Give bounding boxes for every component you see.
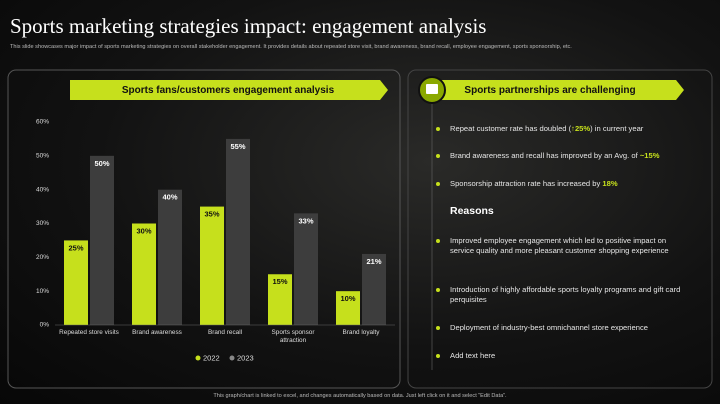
bullet-text: Brand awareness and recall has improved … (450, 151, 640, 160)
bar (268, 274, 292, 325)
value-label: 30% (136, 226, 151, 235)
value-label: 55% (230, 142, 245, 151)
chart-header (70, 80, 388, 100)
bar (132, 223, 156, 325)
value-label: 40% (162, 193, 177, 202)
legend-swatch (229, 355, 235, 361)
x-tick-label: Brand awareness (132, 329, 182, 336)
value-label: 35% (204, 210, 219, 219)
x-tick-label: Brand recall (207, 329, 243, 336)
value-label: 21% (366, 257, 381, 266)
bar (362, 253, 386, 325)
legend-label: 2023 (237, 353, 254, 362)
chart-title: Sports fans/customers engagement analysi… (122, 85, 335, 96)
y-tick-label: 50% (36, 153, 49, 160)
bullet-dot (436, 127, 440, 131)
legend-swatch (195, 355, 201, 361)
reason: Deployment of industry-best omnichannel … (450, 323, 648, 332)
highlight: ↑25% (571, 124, 591, 133)
y-tick-label: 0% (40, 322, 50, 329)
reason: Improved employee engagement which led t… (450, 236, 669, 255)
y-tick-label: 10% (36, 288, 49, 295)
highlight: ~15% (639, 151, 660, 160)
bullet-dot (436, 182, 440, 186)
bullet-dot (436, 154, 440, 158)
value-label: 15% (272, 277, 287, 286)
bar (294, 213, 318, 325)
bar (64, 240, 88, 325)
bullet-dot (436, 239, 440, 243)
bullet-dot (436, 288, 440, 292)
bar (336, 291, 360, 325)
bullet-text: Sponsorship attraction rate has increase… (450, 179, 603, 188)
bullet: Brand awareness and recall has improved … (450, 151, 690, 161)
side-title: Sports partnerships are challenging (464, 85, 635, 96)
title: Sports marketing strategies impact: enga… (10, 14, 487, 38)
bar (158, 189, 182, 325)
value-label: 25% (68, 243, 83, 252)
y-tick-label: 20% (36, 254, 49, 261)
reason: Add text here (450, 351, 496, 360)
y-tick-label: 60% (36, 119, 49, 126)
legend-label: 2022 (203, 353, 220, 362)
y-tick-label: 40% (36, 186, 49, 193)
y-tick-label: 30% (36, 220, 49, 227)
value-label: 10% (340, 294, 355, 303)
bullet-text: ) in current year (590, 124, 644, 133)
bar (226, 138, 250, 325)
bullet: Repeat customer rate has doubled (↑25%) … (450, 124, 690, 134)
side-panel-frame (407, 69, 713, 389)
x-tick-label: Repeated store visits (59, 329, 119, 336)
bar (90, 155, 114, 325)
bullet-dot (436, 354, 440, 358)
reasons-title: Reasons (450, 205, 494, 217)
x-tick-label: Brand loyalty (342, 329, 380, 336)
x-tick-label: Sports sponsor attraction (271, 329, 315, 344)
highlight: 18% (602, 179, 618, 188)
bullet-dot (436, 326, 440, 330)
value-label: 50% (94, 159, 109, 168)
side-icon-glyph (426, 84, 438, 94)
bar (200, 206, 224, 325)
side-header (432, 80, 684, 100)
bullet-text: Repeat customer rate has doubled ( (450, 124, 572, 133)
chart-panel (7, 69, 401, 389)
reason: Introduction of highly affordable sports… (450, 285, 681, 304)
subtitle: This slide showcases major impact of spo… (10, 44, 572, 50)
value-label: 33% (298, 216, 313, 225)
footer: This graph/chart is linked to excel, and… (213, 393, 507, 399)
bullet: Sponsorship attraction rate has increase… (450, 179, 690, 189)
